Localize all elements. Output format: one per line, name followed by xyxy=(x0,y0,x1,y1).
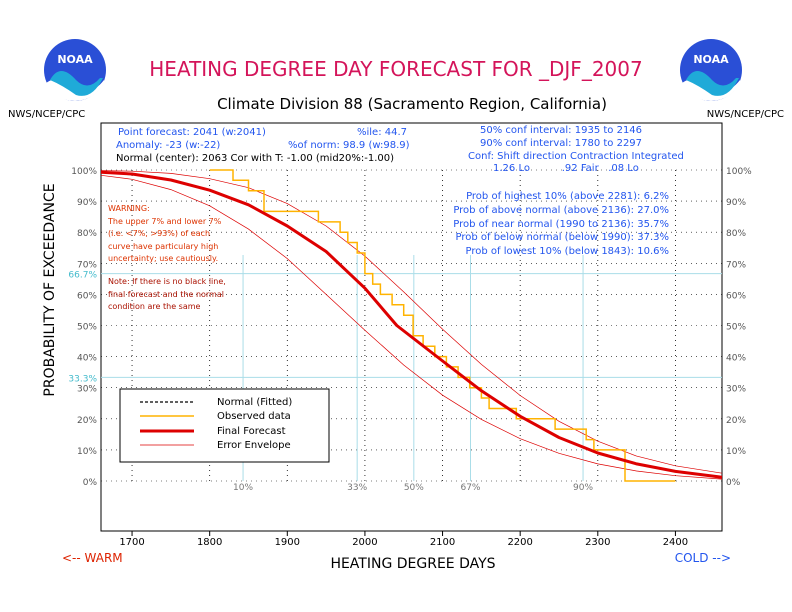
legend-box xyxy=(119,388,330,463)
prob-near: Prob of near normal (1990 to 2136): 35.7… xyxy=(453,219,669,230)
x-tick-label: 2200 xyxy=(507,537,532,548)
chart-subtitle: Climate Division 88 (Sacramento Region, … xyxy=(217,95,607,113)
tercile-label: 66.7% xyxy=(68,271,97,281)
cold-label: COLD --> xyxy=(675,551,731,565)
probabilities: Prob of highest 10% (above 2281): 6.2% P… xyxy=(453,191,669,257)
noaa-bird-icon xyxy=(686,71,739,96)
legend: Normal (Fitted) Observed data Final Fore… xyxy=(119,388,330,463)
y-tick-label-left: 90% xyxy=(77,198,97,208)
y-tick-label-right: 10% xyxy=(726,447,746,457)
prob-highest: Prob of highest 10% (above 2281): 6.2% xyxy=(466,191,669,202)
legend-label-observed: Observed data xyxy=(217,411,291,422)
percentile-label: 50% xyxy=(404,483,424,493)
grid xyxy=(101,169,722,482)
note-line: Note: If there is no black line, xyxy=(108,277,226,286)
conf-50: 50% conf interval: 1935 to 2146 xyxy=(480,125,642,136)
x-tick-label: 2300 xyxy=(585,537,610,548)
anomaly: Anomaly: -23 (w:-22) xyxy=(116,140,220,151)
pct-of-normal: %of norm: 98.9 (w:98.9) xyxy=(288,140,410,151)
y-tick-label-left: 100% xyxy=(71,167,97,177)
y-tick-label-right: 30% xyxy=(726,385,746,395)
warning-box: WARNING: The upper 7% and lower 7% (i.e.… xyxy=(107,204,222,263)
y-tick-label-left: 50% xyxy=(77,323,97,333)
stats-right: 50% conf interval: 1935 to 2146 90% conf… xyxy=(468,125,684,174)
warm-label: <-- WARM xyxy=(62,551,123,565)
y-tick-label-left: 0% xyxy=(83,478,98,488)
noaa-logo-text: NOAA xyxy=(57,53,93,66)
conf-90: 90% conf interval: 1780 to 2297 xyxy=(480,138,642,149)
normal-center: Normal (center): 2063 Cor with T: -1.00 … xyxy=(116,153,394,164)
prob-lowest: Prob of lowest 10% (below 1843): 10.6% xyxy=(466,246,669,257)
warning-line: uncertainty; use cautiously. xyxy=(108,254,218,263)
percentile: %ile: 44.7 xyxy=(357,127,407,138)
tercile-label: 33.3% xyxy=(68,374,97,384)
stats-left: Point forecast: 2041 (w:2041) %ile: 44.7… xyxy=(116,127,410,164)
percentile-label: 67% xyxy=(460,483,480,493)
envelope-upper-line xyxy=(100,170,723,474)
y-tick-label-left: 40% xyxy=(77,354,97,364)
x-tick-label: 1800 xyxy=(197,537,222,548)
y-axis-label: PROBABILITY OF EXCEEDANCE xyxy=(42,183,58,396)
y-tick-label-right: 20% xyxy=(726,416,746,426)
percentile-label: 33% xyxy=(347,483,367,493)
y-tick-label-left: 80% xyxy=(77,229,97,239)
y-tick-label-right: 50% xyxy=(726,323,746,333)
noaa-logo-text: NOAA xyxy=(693,53,729,66)
note-line: final forecast and the normal xyxy=(108,290,224,299)
observed-step-line xyxy=(209,169,676,482)
legend-label-envelope: Error Envelope xyxy=(217,440,291,451)
chart-title: HEATING DEGREE DAY FORECAST FOR _DJF_200… xyxy=(149,57,642,81)
observed-data xyxy=(209,169,676,482)
forecast-curve xyxy=(100,170,723,479)
y-tick-label-left: 70% xyxy=(77,260,97,270)
y-tick-label-right: 60% xyxy=(726,291,746,301)
warning-line: The upper 7% and lower 7% xyxy=(107,217,222,226)
plot-frame xyxy=(100,122,723,532)
y-tick-label-left: 20% xyxy=(77,416,97,426)
point-forecast: Point forecast: 2041 (w:2041) xyxy=(118,127,266,138)
y-tick-label-left: 30% xyxy=(77,385,97,395)
y-tick-label-right: 90% xyxy=(726,198,746,208)
y-tick-label-right: 0% xyxy=(726,478,741,488)
x-tick-label: 1900 xyxy=(275,537,300,548)
final-forecast xyxy=(100,170,723,479)
legend-label-forecast: Final Forecast xyxy=(217,426,286,437)
prob-above: Prob of above normal (above 2136): 27.0% xyxy=(453,205,669,216)
y-tick-label-right: 100% xyxy=(726,167,752,177)
noaa-logo-left: NOAA xyxy=(44,39,106,101)
warning-line: (i.e. <7%, >93%) of each xyxy=(108,229,210,238)
y-tick-label-left: 10% xyxy=(77,447,97,457)
envelope-lower-line xyxy=(100,174,723,480)
x-tick-label: 2400 xyxy=(663,537,688,548)
x-tick-label: 2000 xyxy=(352,537,377,548)
prob-below: Prob of below normal (below 1990): 37.3% xyxy=(455,232,669,243)
noaa-bird-icon xyxy=(50,71,103,96)
org-label-left: NWS/NCEP/CPC xyxy=(8,109,85,120)
y-tick-label-right: 40% xyxy=(726,354,746,364)
noaa-logo-right: NOAA xyxy=(680,39,742,101)
warning-line: curve have particulary high xyxy=(108,242,218,251)
percentile-label: 90% xyxy=(573,483,593,493)
legend-label-normal: Normal (Fitted) xyxy=(217,397,292,408)
percentile-label: 10% xyxy=(233,483,253,493)
conf-values: 1.26 Lo .92 Fair .08 Lo xyxy=(493,163,639,174)
org-label-right: NWS/NCEP/CPC xyxy=(707,109,784,120)
note-line: condition are the same xyxy=(108,302,201,311)
y-tick-label-right: 80% xyxy=(726,229,746,239)
conf-header: Conf: Shift direction Contraction Integr… xyxy=(468,151,684,162)
x-tick-label: 2100 xyxy=(430,537,455,548)
y-tick-label-right: 70% xyxy=(726,260,746,270)
y-tick-label-left: 60% xyxy=(77,291,97,301)
x-tick-label: 1700 xyxy=(119,537,144,548)
x-axis-label: HEATING DEGREE DAYS xyxy=(330,556,495,572)
axis-ticks: 0% 0% 10% 10% 20% 20% 30% 30% 40% 40% 50% 50% 60% 60%… xyxy=(68,167,752,548)
error-envelope xyxy=(100,170,723,480)
warning-line: WARNING: xyxy=(108,204,150,213)
note-box: Note: If there is no black line, final f… xyxy=(108,277,226,311)
